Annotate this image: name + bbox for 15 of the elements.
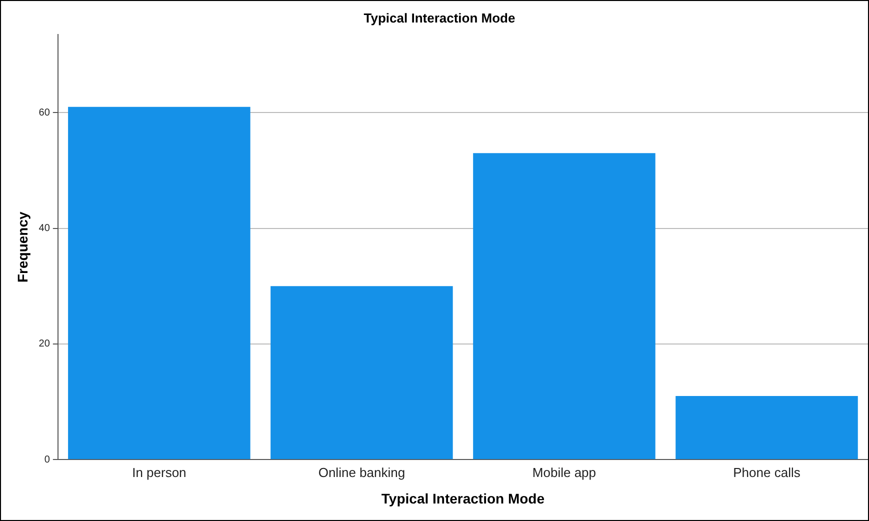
chart-title: Typical Interaction Mode (364, 10, 516, 26)
x-tick-label: Phone calls (733, 464, 801, 480)
y-tick-label: 40 (38, 223, 50, 234)
bar (270, 286, 453, 460)
bar (473, 153, 656, 460)
y-tick-label: 20 (38, 338, 50, 350)
x-tick-label: Mobile app (532, 464, 596, 480)
x-tick-label: In person (132, 464, 186, 480)
bar (68, 106, 250, 460)
x-axis-title: Typical Interaction Mode (381, 490, 545, 506)
bar (676, 396, 858, 460)
y-axis-title: Frequency (14, 211, 30, 283)
x-tick-label: Online banking (318, 464, 406, 480)
y-tick-label: 0 (44, 454, 50, 466)
y-tick-label: 60 (38, 107, 50, 118)
